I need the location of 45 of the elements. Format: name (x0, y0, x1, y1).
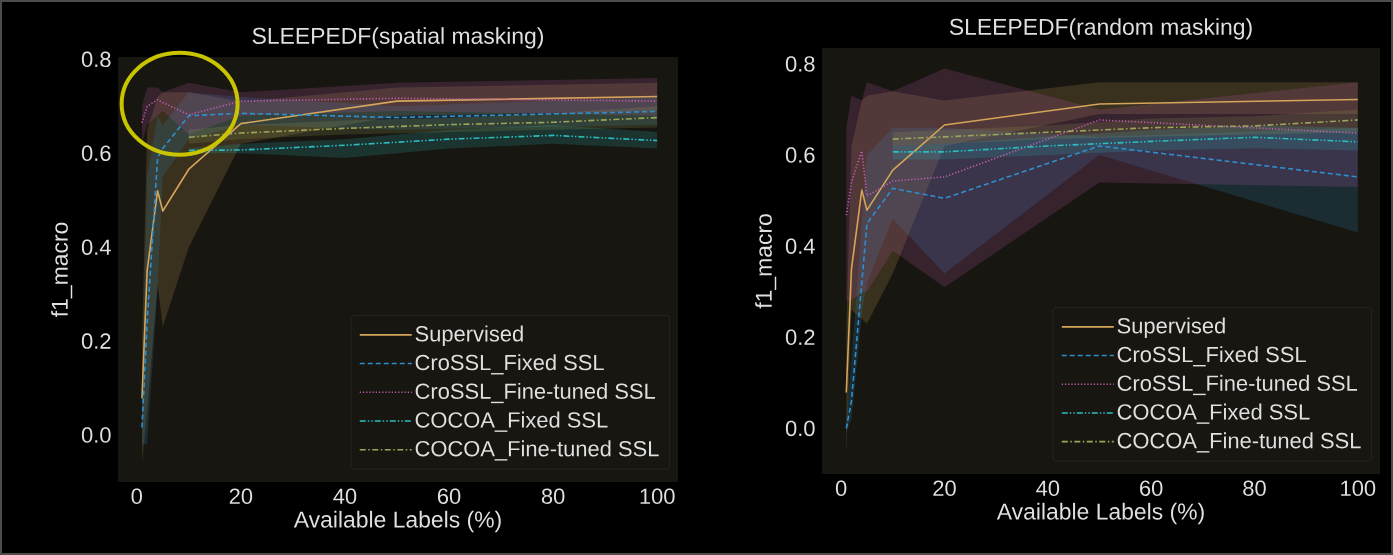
x-tick-label: 40 (1036, 480, 1060, 497)
y-tick-label: 0.4 (785, 238, 815, 254)
line-series (845, 119, 1359, 216)
y-tick-label: 0.4 (81, 239, 111, 255)
y-tick-label: 0.8 (785, 56, 815, 72)
x-tick-label: 100 (1341, 480, 1376, 497)
x-tick-label: 80 (541, 488, 565, 505)
x-axis-title: Available Labels (%) (996, 502, 1204, 525)
y-tick-label: 0.2 (785, 329, 815, 346)
chart-title: SLEEPEDF(random masking) (949, 18, 1252, 40)
x-tick-label: 40 (333, 488, 357, 505)
y-tick-label: 0.2 (81, 333, 111, 349)
x-tick-label: 20 (933, 480, 956, 497)
legend-label: COCOA_Fixed SSL (1117, 403, 1310, 424)
y-tick-label: 0.0 (785, 420, 815, 437)
legend-label: CroSSL_Fixed SSL (1117, 346, 1306, 367)
chart-title: SLEEPEDF(spatial masking) (252, 27, 543, 49)
line-series (892, 119, 1359, 140)
line-series (845, 98, 1359, 394)
x-tick-label: 80 (1243, 480, 1266, 497)
legend-label: COCOA_Fixed SSL (415, 411, 608, 432)
line-series (188, 134, 658, 152)
y-tick-label: 0.8 (81, 51, 111, 68)
legend-label: Supervised (415, 325, 523, 346)
x-tick-label: 100 (640, 488, 675, 505)
legend-label: COCOA_Fine-tuned SSL (1117, 432, 1361, 453)
x-tick-label: 60 (1140, 480, 1163, 497)
line-series (188, 116, 658, 139)
x-tick-label: 20 (229, 488, 253, 505)
x-tick-label: 0 (835, 480, 847, 497)
legend-label: Supervised (1117, 317, 1225, 338)
line-series (892, 136, 1359, 153)
x-tick-label: 0 (131, 488, 142, 505)
legend-label: CroSSL_Fine-tuned SSL (415, 382, 656, 404)
y-axis-title: f1_macro (755, 214, 777, 309)
x-axis-title: Available Labels (%) (293, 510, 501, 533)
legend-label: CroSSL_Fine-tuned SSL (1117, 374, 1358, 396)
legend-label: CroSSL_Fixed SSL (415, 354, 604, 375)
y-tick-label: 0.6 (785, 147, 815, 163)
legend-label: COCOA_Fine-tuned SSL (415, 440, 659, 461)
x-tick-label: 60 (437, 488, 461, 505)
y-axis-title: f1_macro (51, 222, 73, 317)
line-series (141, 97, 658, 124)
y-tick-label: 0.0 (81, 427, 111, 443)
y-tick-label: 0.6 (81, 145, 111, 162)
